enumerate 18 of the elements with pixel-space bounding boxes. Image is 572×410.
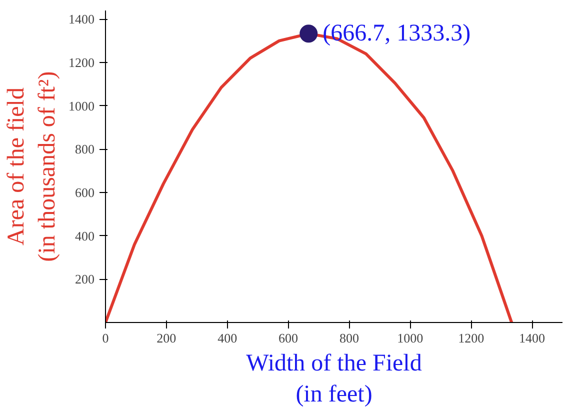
x-tick-label: 1200 xyxy=(458,330,484,346)
x-tick-label: 0 xyxy=(102,330,109,346)
x-tick-label: 1000 xyxy=(397,330,424,346)
x-tick-label: 800 xyxy=(339,330,359,346)
x-tick-label: 600 xyxy=(278,330,298,346)
annotation: (666.7, 1333.3) xyxy=(322,20,471,47)
x-axis-title: Width of the Field (in feet) xyxy=(246,350,422,408)
y-axis-title: Area of the field (in thousands of ft²) xyxy=(3,71,60,262)
y-tick-label: 1000 xyxy=(68,98,94,114)
y-tick-label: 200 xyxy=(75,272,94,287)
y-tick-label: 600 xyxy=(75,185,94,200)
x-tick-label: 200 xyxy=(156,330,176,346)
x-tick-label: 1400 xyxy=(519,330,546,346)
y-tick-label: 800 xyxy=(75,142,94,157)
x-tick-label: 400 xyxy=(218,330,238,346)
y-tick-label: 1400 xyxy=(68,12,94,27)
y-tick-label: 400 xyxy=(75,228,94,244)
y-tick-label: 1200 xyxy=(68,55,94,70)
